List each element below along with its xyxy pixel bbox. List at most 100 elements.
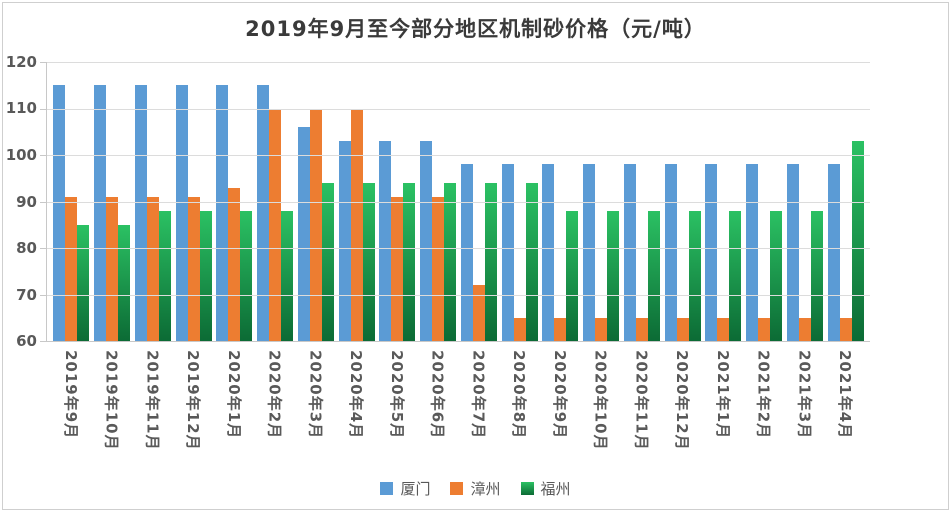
bar-group: 2019年12月 (173, 62, 214, 451)
bar (281, 210, 294, 341)
y-axis-tick (40, 201, 47, 203)
bar (309, 108, 322, 341)
bar (623, 164, 636, 341)
bar (513, 317, 526, 341)
bar-group: 2020年6月 (418, 62, 459, 439)
bar (786, 164, 799, 341)
bar (53, 85, 66, 341)
bar (595, 317, 608, 341)
gridline (47, 248, 870, 249)
bar (118, 224, 131, 341)
bar (65, 196, 78, 341)
bar-group: 2020年8月 (499, 62, 540, 439)
bar (420, 141, 433, 341)
bar (77, 224, 90, 341)
bar (729, 210, 742, 341)
bar (338, 141, 351, 341)
bar-group: 2021年4月 (825, 62, 866, 439)
bar-group: 2020年4月 (336, 62, 377, 439)
y-axis-tick (40, 62, 47, 63)
bar (379, 141, 392, 341)
x-axis-label: 2020年11月 (632, 350, 651, 451)
bar-group: 2019年9月 (51, 62, 92, 439)
chart-title: 2019年9月至今部分地区机制砂价格（元/吨） (245, 17, 706, 41)
bar (798, 317, 811, 341)
bar (146, 196, 159, 341)
x-axis-label: 2020年10月 (591, 350, 610, 451)
bar (321, 182, 334, 341)
y-axis-label: 90 (16, 192, 37, 211)
bar (297, 127, 310, 341)
legend-item: 厦门 (380, 478, 430, 499)
bar (851, 141, 864, 341)
bar-group: 2021年1月 (703, 62, 744, 439)
bar (525, 182, 538, 341)
bar-group: 2020年11月 (622, 62, 663, 451)
bar (607, 210, 620, 341)
x-axis-label: 2020年12月 (673, 350, 692, 451)
legend-swatch (450, 482, 464, 495)
x-axis-label: 2021年3月 (795, 350, 814, 440)
bars: 2019年9月 2019年10月 2019年11月 2019年12月 2020年1月 20… (47, 62, 870, 451)
bar (566, 210, 579, 341)
legend-label: 漳州 (470, 480, 501, 498)
gridline (47, 155, 870, 156)
bar-group: 2019年10月 (92, 62, 133, 451)
legend: 厦门 漳州 福州 (0, 478, 951, 499)
bar (432, 196, 445, 341)
bar (758, 317, 771, 341)
bar (827, 164, 840, 341)
bar (106, 196, 119, 341)
y-axis-label: 60 (16, 332, 37, 350)
bar-group: 2019年11月 (133, 62, 174, 451)
bar-group: 2020年9月 (540, 62, 581, 439)
x-axis-label: 2020年6月 (428, 350, 447, 440)
bar-group: 2020年2月 (255, 62, 296, 439)
bar (705, 164, 718, 341)
x-axis-label: 2020年3月 (306, 350, 325, 440)
bar (635, 317, 648, 341)
x-axis-label: 2019年10月 (102, 350, 121, 451)
bar (228, 187, 241, 341)
x-axis-label: 2020年4月 (347, 350, 366, 440)
bar-group: 2020年10月 (581, 62, 622, 451)
bar-group: 2020年5月 (377, 62, 418, 439)
y-axis-tick (40, 248, 47, 249)
bar (350, 108, 363, 341)
y-axis-label: 120 (5, 53, 37, 71)
y-axis-tick (40, 155, 47, 156)
bar (403, 182, 416, 341)
bar (839, 317, 852, 341)
gridline (47, 294, 870, 296)
x-axis-label: 2020年9月 (550, 350, 569, 440)
legend-swatch (380, 482, 394, 495)
bar-group: 2020年12月 (662, 62, 703, 451)
gridline (47, 62, 870, 63)
bar-group: 2020年1月 (214, 62, 255, 439)
x-axis-label: 2021年4月 (836, 350, 855, 440)
x-axis-label: 2021年2月 (754, 350, 773, 440)
bar (199, 210, 212, 341)
bar (362, 182, 375, 341)
legend-item: 漳州 (450, 478, 501, 499)
bar (717, 317, 730, 341)
x-axis-label: 2021年1月 (713, 350, 732, 440)
x-axis-label: 2020年8月 (510, 350, 529, 440)
y-axis-tick (40, 108, 47, 110)
legend-item: 福州 (520, 478, 571, 499)
bar (472, 285, 485, 341)
plot-area: 2019年9月 2019年10月 2019年11月 2019年12月 2020年1月 20… (6, 53, 870, 451)
bar-group: 2020年3月 (296, 62, 337, 439)
bar (444, 182, 457, 341)
bar (746, 164, 759, 341)
x-axis-label: 2019年9月 (61, 350, 80, 440)
bar (257, 85, 270, 341)
bar (460, 164, 473, 341)
x-axis-label: 2020年2月 (265, 350, 284, 440)
bar (94, 85, 107, 341)
bar-group: 2020年7月 (459, 62, 500, 439)
legend-label: 福州 (540, 480, 571, 498)
y-axis-label: 100 (5, 145, 37, 164)
legend-label: 厦门 (400, 480, 431, 498)
